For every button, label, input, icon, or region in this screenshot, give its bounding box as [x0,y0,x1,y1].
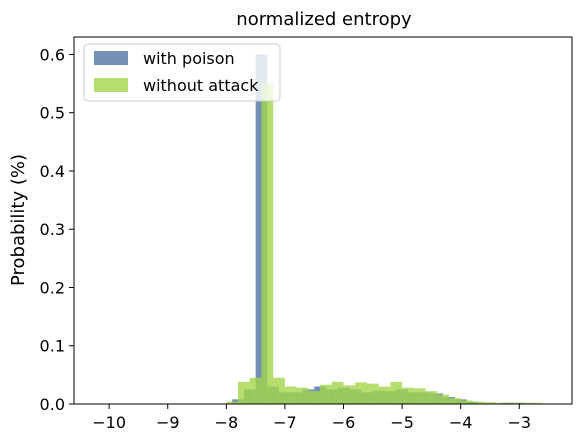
y-tick-label: 0.2 [40,278,65,297]
plot-frame [73,36,573,405]
x-tick-label: −10 [92,413,126,432]
x-tick-label: −4 [449,413,473,432]
bar-without-attack [402,387,414,404]
histogram-bars [226,54,543,404]
bar-without-attack [226,401,239,404]
bar-without-attack [390,381,403,404]
bar-without-attack [378,386,391,404]
legend-label-without-attack: without attack [143,76,259,95]
bar-without-attack [284,386,297,404]
bar-without-attack [343,385,356,404]
bar-without-attack [355,382,367,404]
bar-without-attack [530,402,543,404]
bar-without-attack [484,402,496,404]
legend-swatch-with-poison [94,51,128,65]
bar-without-attack [273,377,285,404]
y-tick-label: 0.0 [40,395,65,414]
legend-label-with-poison: with poison [143,49,235,68]
bar-with-poison [255,54,268,404]
chart-title: normalized entropy [236,9,412,30]
y-axis-label: Probability (%) [8,154,29,286]
bar-without-attack [238,381,250,404]
x-tick-label: −7 [273,413,297,432]
y-tick-label: 0.6 [40,45,65,64]
bar-without-attack [331,381,344,404]
x-tick-label: −9 [156,413,180,432]
bar-without-attack [261,83,274,404]
bar-without-attack [437,394,449,404]
bar-without-attack [296,387,309,404]
bar-without-attack [507,402,520,404]
bar-without-attack [413,388,426,404]
bar-without-attack [366,383,379,404]
legend-box [83,43,281,102]
bar-without-attack [320,384,332,404]
bar-without-attack [495,402,508,404]
bar-without-attack [519,402,531,404]
bar-without-attack [308,391,321,404]
legend-swatch-without-attack [94,78,128,92]
bar-without-attack [472,401,485,404]
bar-without-attack [460,400,473,404]
y-tick-label: 0.1 [40,337,65,356]
x-tick-label: −6 [332,413,356,432]
x-tick-label: −8 [215,413,239,432]
x-tick-label: −3 [507,413,531,432]
bar-without-attack [249,377,262,404]
y-axis: 0.0 0.1 0.2 0.3 0.4 0.5 0.6 [40,45,74,414]
y-tick-label: 0.3 [40,220,65,239]
x-axis: −10 −9 −8 −7 −6 −5 −4 −3 [92,404,531,432]
bar-without-attack [448,398,461,404]
y-tick-label: 0.5 [40,104,65,123]
y-tick-label: 0.4 [40,162,65,181]
bar-without-attack [425,391,438,404]
x-tick-label: −5 [390,413,414,432]
legend: with poison without attack [83,43,281,102]
